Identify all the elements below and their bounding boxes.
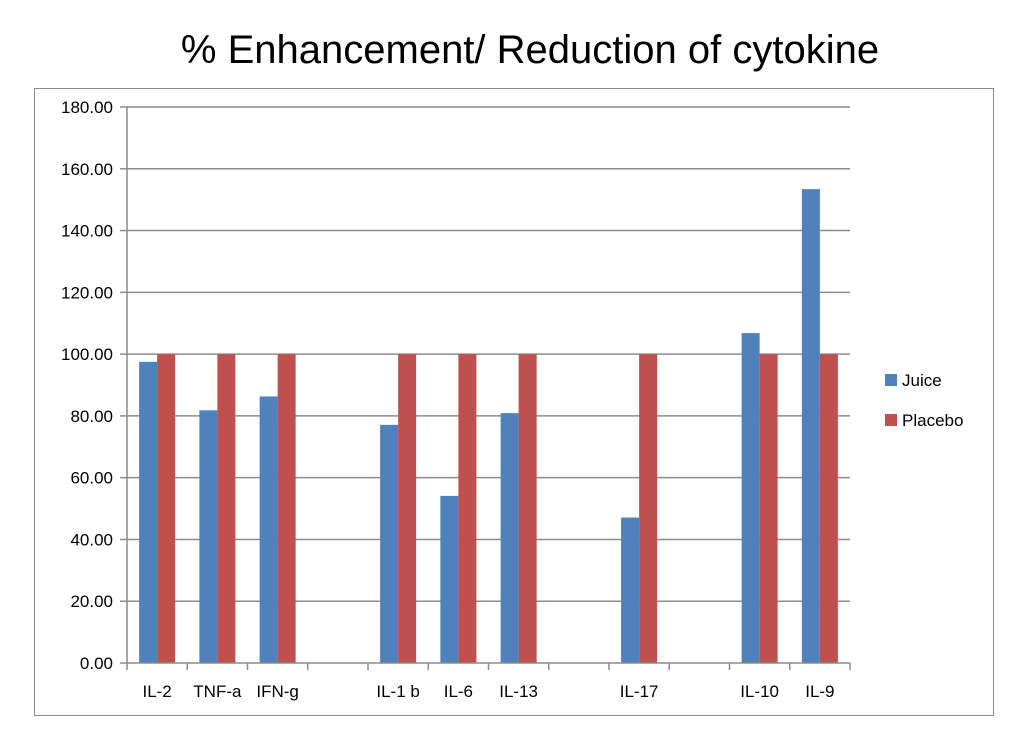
bar-juice	[440, 495, 459, 663]
chart-frame	[34, 88, 994, 716]
bar-juice	[621, 517, 640, 663]
bar-placebo	[398, 354, 417, 663]
bar-placebo	[217, 354, 236, 663]
y-axis-ticks: 0.00 20.00 40.00 60.00 80.00 100.00 120.00 140.…	[61, 98, 113, 673]
bar-placebo	[277, 354, 296, 663]
x-tick-label: IL-10	[740, 682, 779, 701]
x-tick-label: IL-2	[142, 682, 171, 701]
y-tick-label: 40.00	[70, 530, 113, 549]
y-tick-label: 140.00	[61, 222, 113, 241]
bar-placebo	[639, 354, 658, 663]
x-axis-labels: IL-2 TNF-a IFN-g IL-1 b IL-6 IL-13 IL-17 IL-10 I…	[142, 682, 834, 701]
y-tick-label: 120.00	[61, 283, 113, 302]
x-tick-label: IFN-g	[256, 682, 299, 701]
y-tick-label: 160.00	[61, 160, 113, 179]
bar-juice	[199, 410, 218, 663]
x-tick-label: IL-13	[499, 682, 538, 701]
bar-placebo	[759, 354, 778, 663]
y-tick-label: 80.00	[70, 407, 113, 426]
bar-juice	[500, 413, 519, 663]
y-tick-label: 20.00	[70, 592, 113, 611]
bar-juice	[380, 424, 399, 663]
x-tick-label: IL-1 b	[376, 682, 419, 701]
x-tick-label: IL-6	[444, 682, 473, 701]
axes	[120, 106, 851, 670]
y-tick-label: 180.00	[61, 98, 113, 117]
y-tick-label: 100.00	[61, 345, 113, 364]
legend-label-juice: Juice	[902, 371, 942, 390]
bars	[139, 189, 838, 664]
bar-placebo	[518, 354, 537, 663]
legend: Juice Placebo	[885, 371, 963, 430]
bar-placebo	[458, 354, 477, 663]
bar-juice	[741, 333, 760, 663]
legend-swatch-juice	[885, 374, 897, 386]
bar-juice	[801, 189, 820, 664]
legend-swatch-placebo	[885, 414, 897, 426]
x-tick-label: IL-17	[620, 682, 659, 701]
bar-placebo	[819, 354, 838, 663]
x-tick-label: IL-9	[805, 682, 834, 701]
y-tick-label: 0.00	[80, 654, 113, 673]
bar-placebo	[157, 354, 176, 663]
legend-label-placebo: Placebo	[902, 411, 963, 430]
bar-juice	[259, 396, 278, 663]
gridlines	[127, 106, 850, 602]
x-tick-label: TNF-a	[193, 682, 242, 701]
bar-juice	[139, 361, 158, 663]
y-tick-label: 60.00	[70, 469, 113, 488]
chart-title: % Enhancement/ Reduction of cytokine	[180, 28, 880, 72]
